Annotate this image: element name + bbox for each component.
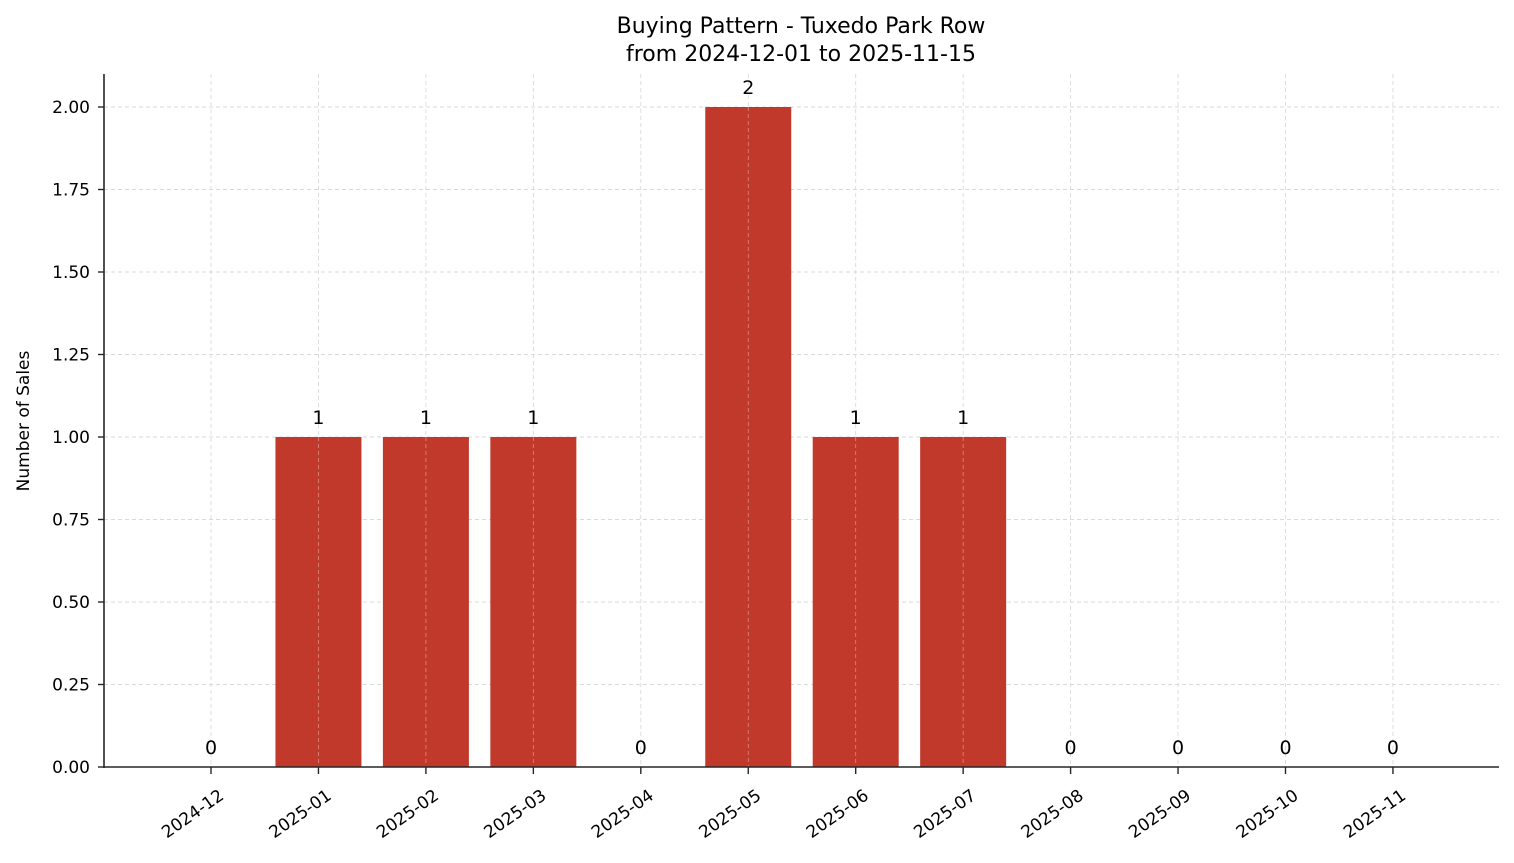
x-axis-ticks: 2024-12 2025-01 2025-02 2025-03 2025-04 2025-… xyxy=(158,767,1410,843)
x-tick-label: 2025-02 xyxy=(373,786,443,843)
y-tick-label: 1.50 xyxy=(52,263,90,283)
bar-value-label: 1 xyxy=(850,407,862,429)
bar-value-label: 0 xyxy=(635,737,647,759)
x-tick-label: 2025-09 xyxy=(1125,786,1195,843)
x-tick-label: 2025-08 xyxy=(1018,786,1088,843)
bar-value-label: 0 xyxy=(205,737,217,759)
x-tick-label: 2025-10 xyxy=(1233,786,1303,843)
bar-value-label: 1 xyxy=(527,407,539,429)
bar-value-label: 0 xyxy=(1065,737,1077,759)
y-tick-label: 1.00 xyxy=(52,428,90,448)
y-tick-label: 2.00 xyxy=(52,98,90,118)
y-tick-label: 1.25 xyxy=(52,346,90,366)
x-tick-label: 2025-07 xyxy=(910,786,980,843)
bars xyxy=(275,107,1007,767)
bar-value-label: 1 xyxy=(312,407,324,429)
x-tick-label: 2025-04 xyxy=(588,786,658,843)
chart-subtitle: from 2024-12-01 to 2025-11-15 xyxy=(626,42,976,67)
chart-title: Buying Pattern - Tuxedo Park Row xyxy=(617,14,986,39)
x-tick-label: 2025-05 xyxy=(695,786,765,843)
y-tick-label: 0.25 xyxy=(52,676,90,696)
bar-value-label: 0 xyxy=(1387,737,1399,759)
y-axis-ticks: 0.00 0.25 0.50 0.75 1.00 1.25 1.50 1.75 2.00 xyxy=(52,98,104,778)
x-tick-label: 2025-11 xyxy=(1340,786,1410,843)
bar-value-label: 0 xyxy=(1279,737,1291,759)
bar-value-label: 1 xyxy=(420,407,432,429)
y-tick-label: 0.00 xyxy=(52,758,90,778)
x-tick-label: 2025-06 xyxy=(803,786,873,843)
x-tick-label: 2025-01 xyxy=(266,786,336,843)
bar-value-label: 0 xyxy=(1172,737,1184,759)
y-axis-label: Number of Sales xyxy=(14,350,34,491)
x-tick-label: 2025-03 xyxy=(481,786,551,843)
y-tick-label: 1.75 xyxy=(52,181,90,201)
bar-value-label: 1 xyxy=(957,407,969,429)
y-tick-label: 0.50 xyxy=(52,593,90,613)
y-tick-label: 0.75 xyxy=(52,511,90,531)
bar-value-label: 2 xyxy=(742,77,754,99)
x-tick-label: 2024-12 xyxy=(158,786,228,843)
bar-value-labels: 0 1 1 1 0 2 1 1 0 0 0 0 xyxy=(205,77,1399,767)
